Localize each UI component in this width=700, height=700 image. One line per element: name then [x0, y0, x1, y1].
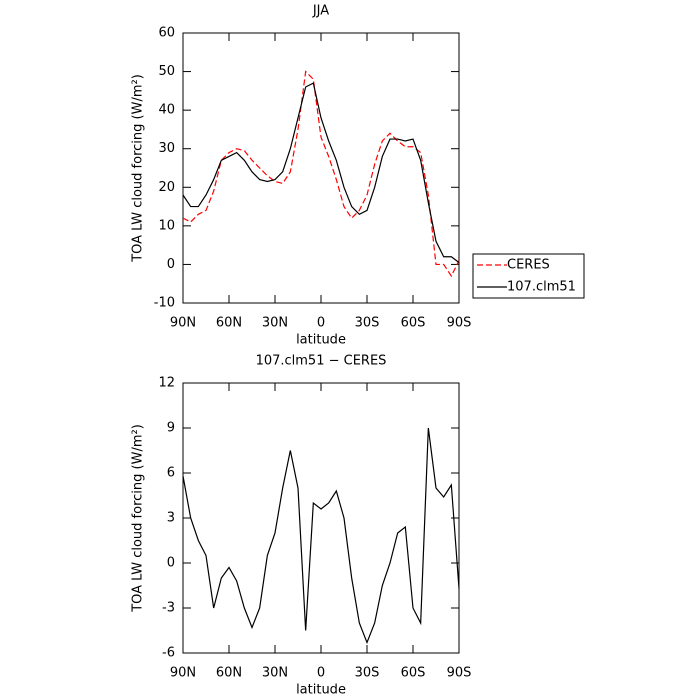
y-axis-label: TOA LW cloud forcing (W/m²)	[131, 424, 146, 613]
y-tick-label: -10	[154, 296, 175, 311]
y-tick-label: 9	[167, 421, 175, 436]
x-tick-label: 60N	[216, 316, 242, 331]
line	[182, 82, 460, 263]
x-axis-label: latitude	[296, 683, 346, 698]
y-tick-label: -6	[162, 646, 175, 661]
y-tick-label: 60	[158, 26, 175, 41]
y-tick-label: 50	[158, 64, 175, 79]
legend-box	[472, 253, 585, 299]
x-tick-label: 60N	[216, 666, 242, 681]
y-axis-label: TOA LW cloud forcing (W/m²)	[131, 74, 146, 263]
line	[182, 427, 460, 645]
y-tick-label: 30	[158, 141, 175, 156]
plot-frame	[182, 382, 460, 654]
x-tick-label: 90S	[447, 666, 472, 681]
x-tick-label: 30N	[262, 316, 288, 331]
x-tick-label: 30N	[262, 666, 288, 681]
y-tick-label: 10	[158, 218, 175, 233]
x-tick-label: 60S	[401, 666, 426, 681]
x-tick-label: 90N	[170, 316, 196, 331]
y-tick-label: 3	[167, 511, 175, 526]
x-tick-label: 30S	[355, 666, 380, 681]
x-tick-label: 90S	[447, 316, 472, 331]
chart-title: JJA	[312, 4, 329, 19]
x-tick-label: 60S	[401, 316, 426, 331]
y-tick-label: 6	[167, 466, 175, 481]
y-tick-label: -3	[162, 601, 175, 616]
x-tick-label: 0	[317, 316, 325, 331]
y-tick-label: 0	[167, 556, 175, 571]
legend-label: 107.clm51	[507, 280, 576, 295]
chart-title: 107.clm51 − CERES	[256, 354, 387, 369]
line	[182, 70, 460, 278]
x-tick-label: 0	[317, 666, 325, 681]
x-tick-label: 90N	[170, 666, 196, 681]
plot-frame	[182, 32, 460, 304]
y-tick-label: 0	[167, 257, 175, 272]
legend-label: CERES	[507, 258, 550, 273]
x-tick-label: 30S	[355, 316, 380, 331]
y-tick-label: 20	[158, 180, 175, 195]
y-tick-label: 40	[158, 103, 175, 118]
y-tick-label: 12	[158, 376, 175, 391]
x-axis-label: latitude	[296, 333, 346, 348]
